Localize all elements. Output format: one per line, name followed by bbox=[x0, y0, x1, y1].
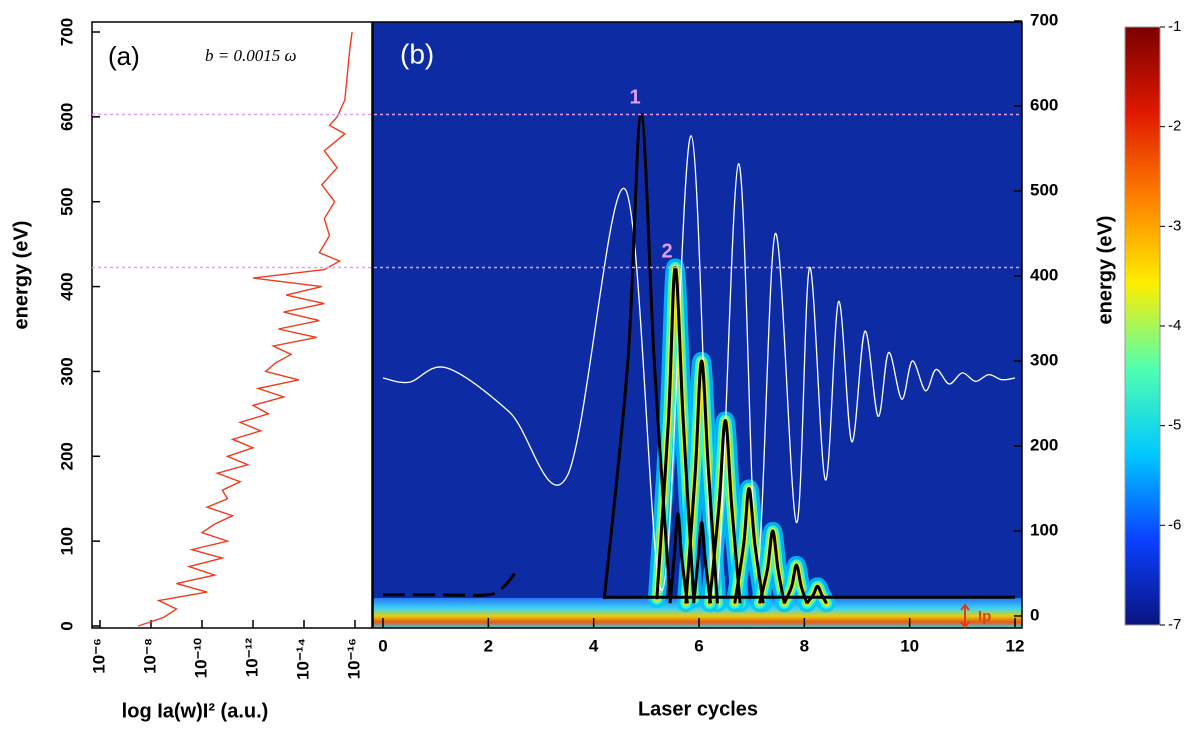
colorbar-tick-label: -5 bbox=[1168, 417, 1181, 434]
x-axis-label: Laser cycles bbox=[638, 698, 758, 720]
y-tick-label: 0 bbox=[1030, 605, 1039, 624]
colorbar-tick-label: -2 bbox=[1168, 118, 1181, 135]
spectrum-line bbox=[137, 31, 353, 627]
peak-label: 2 bbox=[661, 240, 672, 262]
colorbar: -1 -2 -3 -4 -5 -6 -7 bbox=[1124, 18, 1181, 633]
y-tick-label: 0 bbox=[57, 621, 76, 630]
x-tick-label: 12 bbox=[1006, 636, 1025, 655]
y-tick-label: 200 bbox=[1030, 435, 1058, 454]
colorbar-tick-label: -7 bbox=[1168, 616, 1181, 633]
x-tick-label: 10⁻¹⁰ bbox=[191, 638, 210, 679]
panel-b: (b) 1 2 Ip Laser cycles energy (eV) 0 2 4 6… bbox=[372, 10, 1116, 720]
y-tick-label: 500 bbox=[1030, 180, 1058, 199]
y-tick-label: 700 bbox=[57, 18, 76, 46]
ip-arrow bbox=[960, 603, 970, 629]
x-tick-label: 10⁻¹² bbox=[242, 638, 261, 678]
y-tick-label: 400 bbox=[57, 272, 76, 300]
y-tick-label: 200 bbox=[57, 442, 76, 470]
x-tick-label: 10⁻⁶ bbox=[89, 638, 108, 674]
frame bbox=[372, 21, 1023, 629]
y-tick-label: 600 bbox=[57, 103, 76, 131]
y-tick-label: 100 bbox=[57, 527, 76, 555]
x-tick-label: 6 bbox=[694, 636, 703, 655]
colorbar-tick-label: -3 bbox=[1168, 217, 1181, 234]
trajectory bbox=[805, 584, 828, 605]
ip-label: Ip bbox=[978, 608, 991, 625]
trajectory bbox=[684, 359, 719, 604]
x-tick-label: 0 bbox=[378, 636, 387, 655]
trajectory bbox=[668, 512, 689, 604]
x-tick-label: 2 bbox=[484, 636, 493, 655]
panel-a: (a) b = 0.0015 ω energy (eV) log Ia(w)I²… bbox=[10, 18, 373, 722]
frame bbox=[91, 21, 373, 629]
trajectory bbox=[708, 418, 742, 604]
y-axis-label: energy (eV) bbox=[10, 221, 32, 330]
annotation: b = 0.0015 ω bbox=[205, 46, 296, 65]
trajectory bbox=[758, 529, 786, 604]
trajectory bbox=[733, 486, 765, 604]
x-tick-label: 10⁻¹⁴ bbox=[293, 638, 312, 680]
trajectory bbox=[602, 112, 672, 600]
y-tick-label: 300 bbox=[57, 357, 76, 385]
trajectory bbox=[782, 563, 809, 604]
y-tick-label: 100 bbox=[1030, 520, 1058, 539]
y-tick-label: 700 bbox=[1030, 10, 1058, 29]
x-tick-label: 8 bbox=[800, 636, 809, 655]
x-tick-label: 10 bbox=[900, 636, 919, 655]
trajectory bbox=[692, 520, 713, 604]
trajectory bbox=[383, 572, 516, 597]
y-axis-label: energy (eV) bbox=[1094, 216, 1116, 325]
x-tick-label: 4 bbox=[589, 636, 599, 655]
y-tick-label: 500 bbox=[57, 188, 76, 216]
panel-label: (a) bbox=[108, 41, 140, 71]
y-tick-label: 600 bbox=[1030, 95, 1058, 114]
colorbar-tick-label: -4 bbox=[1168, 317, 1181, 334]
x-tick-label: 10⁻⁸ bbox=[140, 638, 159, 674]
y-tick-label: 300 bbox=[1030, 350, 1058, 369]
x-tick-label: 10⁻¹⁶ bbox=[344, 638, 363, 679]
panel-label: (b) bbox=[400, 38, 434, 69]
colorbar-scale bbox=[1124, 26, 1161, 626]
peak-label: 1 bbox=[629, 86, 640, 108]
x-axis-label: log Ia(w)I² (a.u.) bbox=[122, 700, 269, 722]
colorbar-tick-label: -6 bbox=[1168, 516, 1181, 533]
y-tick-label: 400 bbox=[1030, 265, 1058, 284]
colorbar-tick-label: -1 bbox=[1168, 18, 1181, 35]
